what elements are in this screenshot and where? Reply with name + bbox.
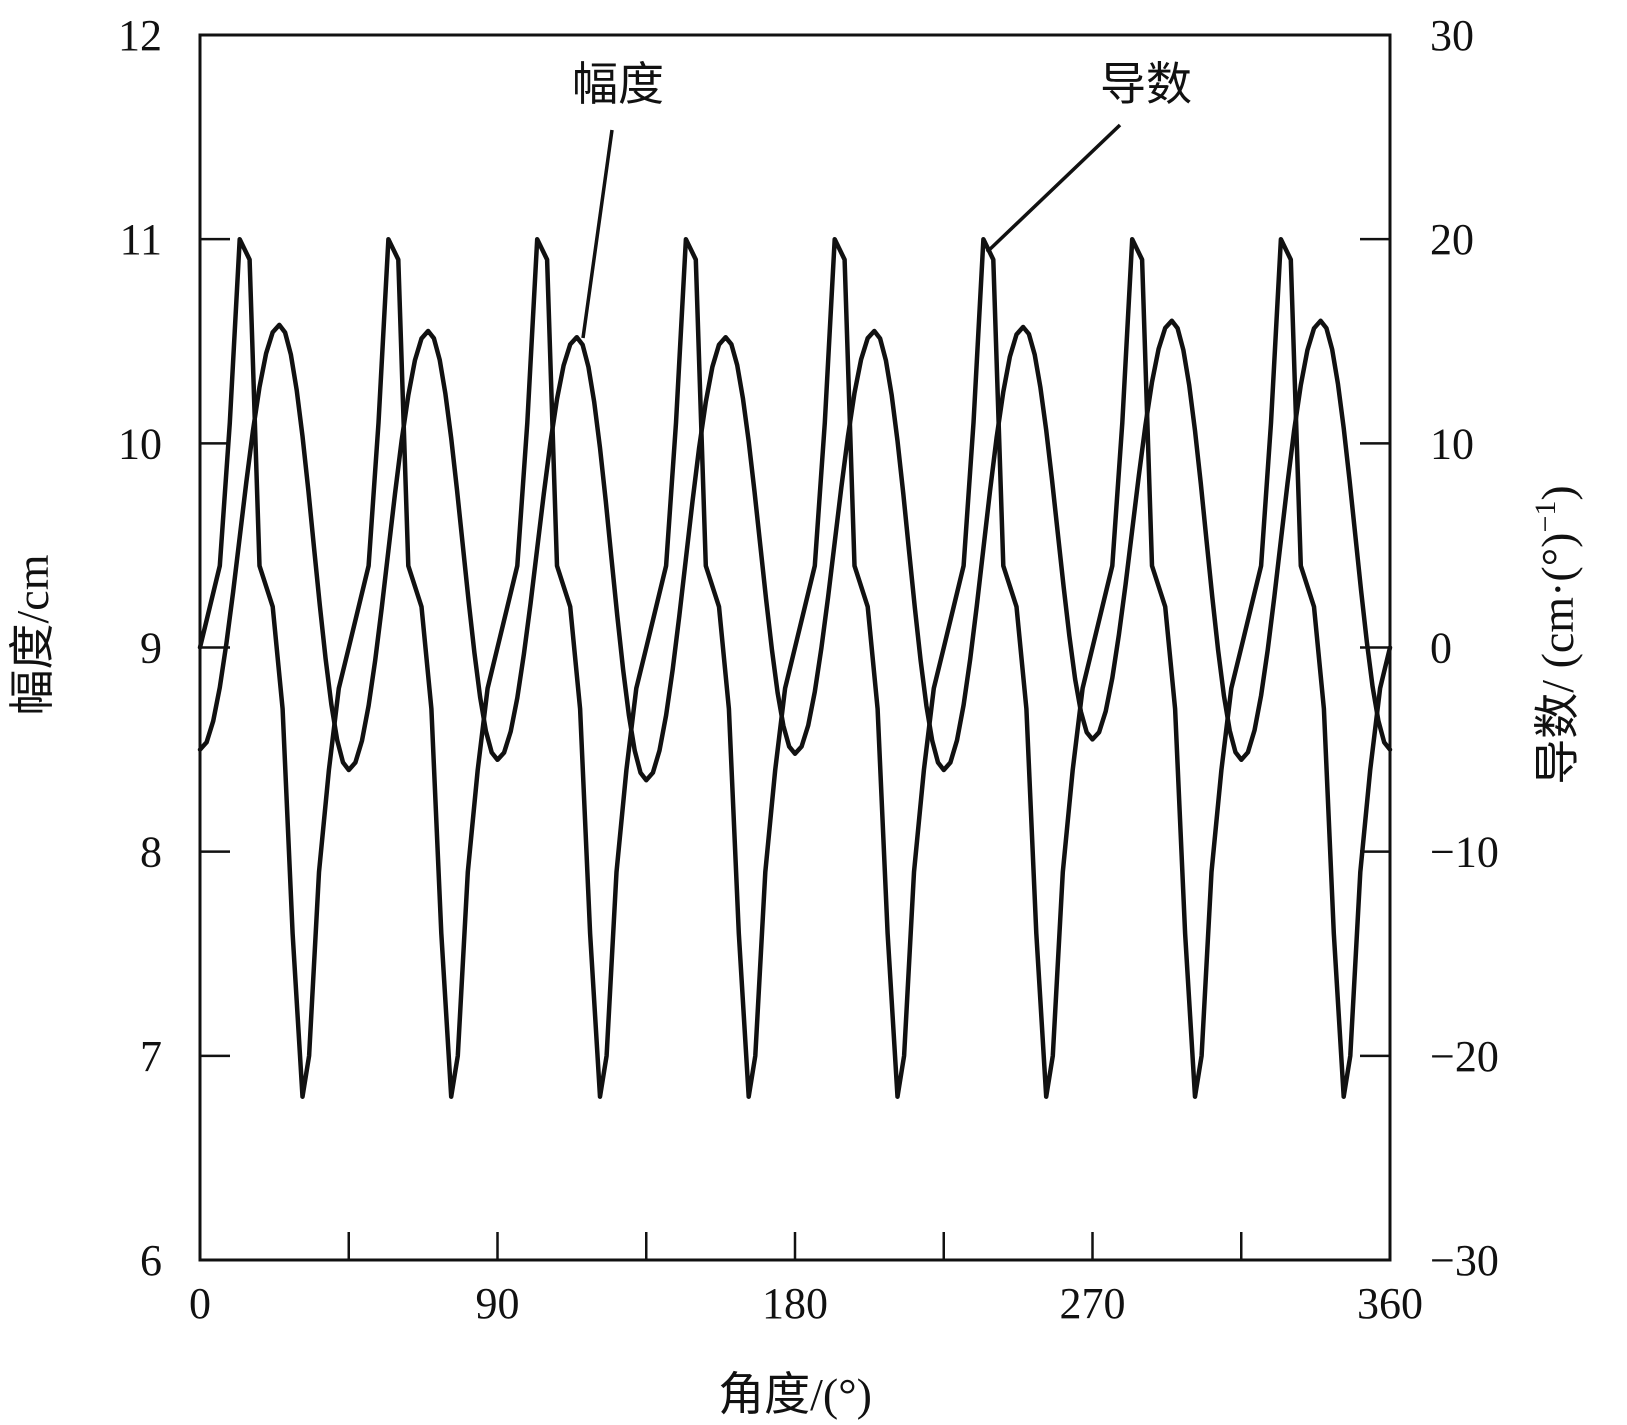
y-axis-right-title-close: ): [1532, 485, 1583, 500]
x-axis: 0 90 180 270 360: [189, 1232, 1423, 1328]
y-right-tick-label: −10: [1430, 828, 1499, 877]
derivative-callout-label: 导数: [1100, 59, 1192, 110]
x-tick-label: 270: [1060, 1279, 1126, 1328]
x-tick-label: 90: [476, 1279, 520, 1328]
y-left-tick-label: 9: [140, 624, 162, 673]
y-axis-right-title-sup: −1: [1529, 501, 1562, 533]
y-axis-left: 6 7 8 9 10 11 12: [118, 11, 230, 1285]
y-left-tick-label: 6: [140, 1236, 162, 1285]
y-right-tick-label: 10: [1430, 419, 1474, 468]
x-axis-title: 角度/(°): [718, 1369, 872, 1420]
y-axis-left-title: 幅度/cm: [7, 554, 58, 715]
series-derivative-line: [197, 236, 1393, 1099]
x-tick-label: 0: [189, 1279, 211, 1328]
y-right-tick-label: 0: [1430, 624, 1452, 673]
y-right-tick-label: −20: [1430, 1032, 1499, 1081]
callouts: 幅度 导数: [572, 59, 1192, 339]
y-left-tick-label: 8: [140, 828, 162, 877]
y-left-tick-label: 11: [120, 215, 162, 264]
x-tick-label: 360: [1357, 1279, 1423, 1328]
amplitude-callout-label: 幅度: [572, 59, 664, 110]
y-axis-right-title-main: 导数/ (cm·(°): [1532, 533, 1583, 785]
derivative-leader-line: [985, 123, 1122, 254]
y-right-tick-label: 20: [1430, 215, 1474, 264]
y-left-tick-label: 7: [140, 1032, 162, 1081]
x-tick-label: 180: [762, 1279, 828, 1328]
series-amplitude-line: [197, 318, 1393, 783]
y-right-tick-label: 30: [1430, 11, 1474, 60]
y-left-tick-label: 10: [118, 419, 162, 468]
series-layer: [197, 236, 1393, 1099]
y-left-tick-label: 12: [118, 11, 162, 60]
y-axis-right-title: 导数/ (cm·(°)−1): [1529, 485, 1583, 784]
y-right-tick-label: −30: [1430, 1236, 1499, 1285]
y-axis-right: −30 −20 −10 0 10 20 30: [1360, 11, 1499, 1285]
amplitude-leader-line: [581, 129, 614, 339]
